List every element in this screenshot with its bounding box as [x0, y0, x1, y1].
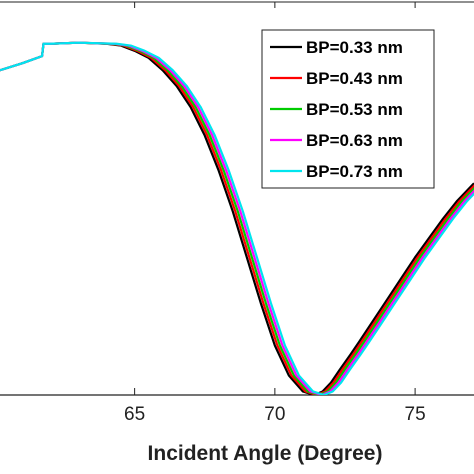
legend-label: BP=0.43 nm: [306, 69, 403, 88]
legend-label: BP=0.53 nm: [306, 100, 403, 119]
x-tick-label: 65: [124, 404, 145, 425]
x-axis-title: Incident Angle (Degree): [148, 442, 383, 465]
legend: BP=0.33 nm BP=0.43 nm BP=0.53 nm BP=0.63 nm…: [261, 29, 435, 189]
x-tick-label: 70: [264, 404, 285, 425]
series-lines: [0, 41, 474, 395]
axes: [0, 1, 474, 396]
legend-label: BP=0.73 nm: [306, 162, 403, 181]
series-line-5: [0, 41, 474, 395]
legend-label: BP=0.63 nm: [306, 131, 403, 150]
x-ticks: 65 70 75: [124, 388, 426, 425]
legend-label: BP=0.33 nm: [306, 38, 403, 57]
x-tick-label: 75: [405, 404, 426, 425]
